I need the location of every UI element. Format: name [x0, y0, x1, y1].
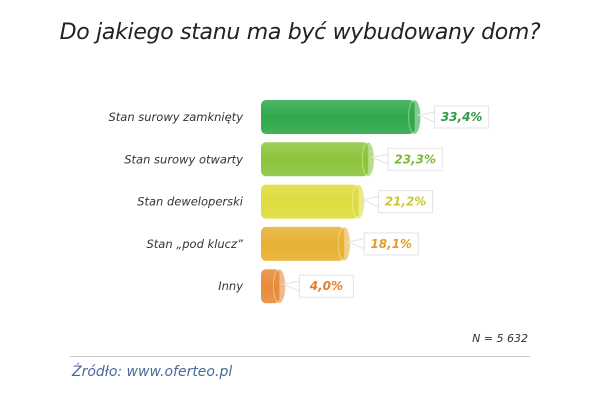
bar — [261, 100, 415, 134]
category-label: Stan surowy otwarty — [124, 152, 243, 166]
value-label: 4,0% — [309, 279, 343, 293]
value-label: 33,4% — [441, 110, 483, 124]
value-label: 18,1% — [370, 237, 412, 251]
bar — [261, 226, 345, 261]
divider — [70, 356, 530, 357]
sample-size: N = 5 632 — [472, 332, 528, 345]
bar-cap — [361, 141, 375, 177]
value-label: 23,3% — [394, 152, 436, 166]
category-label: Stan surowy zamknięty — [108, 110, 243, 124]
bar-cap — [337, 226, 351, 262]
bar-cap — [352, 184, 366, 220]
category-label: Stan „pod klucz” — [146, 237, 244, 251]
bar-cap — [272, 268, 286, 304]
bar — [261, 142, 369, 177]
bar — [261, 184, 359, 219]
value-label-box — [378, 190, 434, 214]
value-label-box — [387, 147, 443, 171]
chart-title: Do jakiego stanu ma być wybudowany dom? — [59, 20, 541, 45]
category-label: Inny — [218, 279, 243, 293]
value-label-box — [363, 232, 419, 256]
category-label: Stan deweloperski — [137, 195, 244, 209]
bar-chart: Stan surowy zamknięty 33,4% Stan surowy ot… — [108, 99, 490, 304]
value-label-box — [434, 105, 490, 129]
source: Źródło: www.oferteo.pl — [72, 364, 233, 380]
bar-cap — [408, 99, 422, 135]
value-label-box — [298, 274, 354, 298]
value-label: 21,2% — [385, 195, 427, 209]
